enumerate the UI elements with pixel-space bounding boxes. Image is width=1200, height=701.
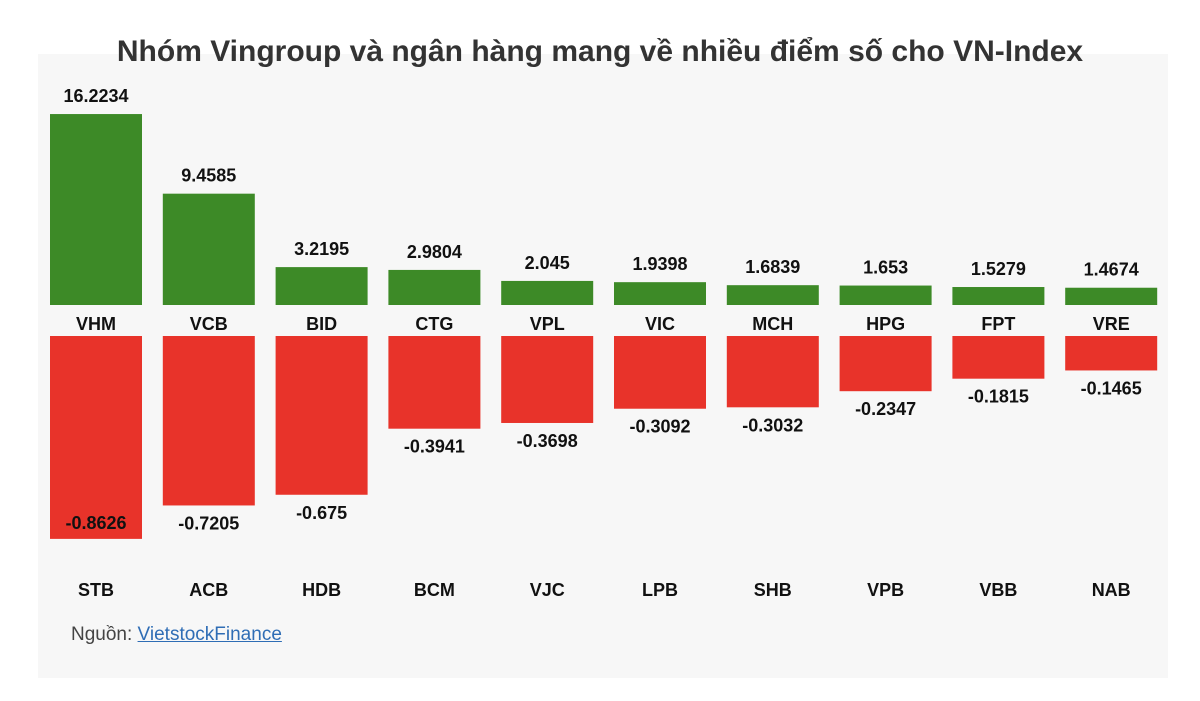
value-label: 9.4585 bbox=[181, 166, 236, 186]
value-label: -0.2347 bbox=[855, 399, 916, 419]
category-label: SHB bbox=[754, 580, 792, 600]
category-label: HDB bbox=[302, 580, 341, 600]
chart-title: Nhóm Vingroup và ngân hàng mang về nhiều… bbox=[116, 35, 1084, 68]
value-label: -0.3092 bbox=[629, 417, 690, 437]
bar-gainer-mch bbox=[726, 285, 819, 305]
value-label: -0.7205 bbox=[178, 513, 239, 533]
category-label: FPT bbox=[981, 314, 1015, 334]
value-label: -0.1465 bbox=[1081, 378, 1142, 398]
value-label: -0.3941 bbox=[404, 437, 465, 457]
bar-loser-nab bbox=[1065, 336, 1158, 371]
category-label: VBB bbox=[979, 580, 1017, 600]
category-label: VPB bbox=[867, 580, 904, 600]
bar-gainer-vpl bbox=[501, 280, 594, 305]
category-label: HPG bbox=[866, 314, 905, 334]
bar-loser-hdb bbox=[275, 336, 368, 495]
category-label: VPL bbox=[530, 314, 565, 334]
category-label: LPB bbox=[642, 580, 678, 600]
bar-loser-vjc bbox=[501, 336, 594, 423]
category-label: VRE bbox=[1093, 314, 1130, 334]
category-label: STB bbox=[78, 580, 114, 600]
bar-loser-acb bbox=[162, 336, 255, 506]
bar-loser-vpb bbox=[839, 336, 932, 392]
category-label: BID bbox=[306, 314, 337, 334]
category-label: NAB bbox=[1092, 580, 1131, 600]
bar-loser-shb bbox=[726, 336, 819, 408]
bar-gainer-fpt bbox=[952, 287, 1045, 305]
value-label: 1.4674 bbox=[1084, 260, 1139, 280]
category-label: VJC bbox=[530, 580, 565, 600]
category-label: VHM bbox=[76, 314, 116, 334]
value-label: 3.2195 bbox=[294, 239, 349, 259]
value-label: -0.675 bbox=[296, 503, 347, 523]
source-note: Nguồn: VietstockFinance bbox=[71, 624, 282, 646]
value-label: 2.9804 bbox=[407, 242, 462, 262]
bar-gainer-vre bbox=[1065, 287, 1158, 305]
bar-loser-bcm bbox=[388, 336, 481, 429]
bar-loser-stb bbox=[50, 336, 142, 539]
value-label: 2.045 bbox=[525, 253, 570, 273]
value-label: -0.8626 bbox=[65, 513, 126, 533]
category-label: VCB bbox=[190, 314, 228, 334]
value-label: 1.5279 bbox=[971, 259, 1026, 279]
value-label: 1.9398 bbox=[632, 254, 687, 274]
value-label: -0.3032 bbox=[742, 415, 803, 435]
category-label: ACB bbox=[189, 580, 228, 600]
source-link[interactable]: VietstockFinance bbox=[137, 624, 282, 645]
bar-loser-vbb bbox=[952, 336, 1045, 379]
bar-gainer-bid bbox=[275, 267, 368, 305]
value-label: 1.6839 bbox=[745, 257, 800, 277]
value-label: 16.2234 bbox=[63, 86, 128, 106]
source-label: Nguồn: bbox=[71, 624, 138, 645]
value-label: -0.1815 bbox=[968, 387, 1029, 407]
value-label: -0.3698 bbox=[517, 431, 578, 451]
category-label: MCH bbox=[752, 314, 793, 334]
bar-loser-lpb bbox=[614, 336, 706, 409]
bar-gainer-vic bbox=[614, 282, 706, 305]
value-label: 1.653 bbox=[863, 258, 908, 278]
category-label: BCM bbox=[414, 580, 455, 600]
bar-gainer-vhm bbox=[50, 114, 142, 305]
bar-gainer-vcb bbox=[162, 193, 255, 305]
category-label: VIC bbox=[645, 314, 675, 334]
category-label: CTG bbox=[415, 314, 453, 334]
bar-gainer-ctg bbox=[388, 269, 481, 305]
bar-gainer-hpg bbox=[839, 285, 932, 305]
